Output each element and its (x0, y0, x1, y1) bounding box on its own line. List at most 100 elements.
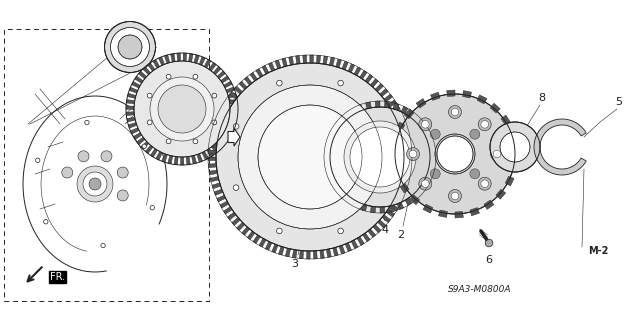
Polygon shape (148, 63, 155, 71)
Circle shape (395, 94, 515, 214)
Circle shape (451, 192, 459, 200)
Circle shape (62, 167, 73, 178)
Polygon shape (386, 210, 395, 217)
Circle shape (350, 127, 410, 187)
Circle shape (338, 228, 344, 234)
Polygon shape (275, 60, 281, 69)
Polygon shape (214, 189, 223, 195)
Polygon shape (463, 91, 472, 98)
Circle shape (84, 120, 89, 125)
Circle shape (44, 219, 48, 224)
Polygon shape (303, 55, 307, 63)
Polygon shape (405, 198, 412, 205)
Polygon shape (427, 170, 434, 176)
Text: 1: 1 (214, 164, 221, 174)
Polygon shape (159, 57, 164, 65)
Polygon shape (404, 160, 412, 164)
Polygon shape (429, 161, 436, 167)
Polygon shape (278, 246, 284, 255)
Polygon shape (208, 164, 216, 168)
Circle shape (485, 239, 493, 247)
Polygon shape (326, 138, 333, 144)
Polygon shape (320, 250, 324, 258)
Polygon shape (225, 97, 234, 105)
Circle shape (409, 150, 417, 158)
Polygon shape (397, 119, 406, 125)
Circle shape (147, 93, 152, 98)
Polygon shape (137, 137, 145, 145)
Polygon shape (126, 112, 134, 116)
Polygon shape (222, 132, 231, 139)
Polygon shape (209, 63, 216, 71)
Polygon shape (404, 109, 414, 119)
Polygon shape (242, 227, 250, 235)
Circle shape (147, 120, 152, 125)
Polygon shape (225, 127, 234, 134)
Circle shape (150, 205, 154, 210)
Polygon shape (428, 143, 435, 148)
Polygon shape (212, 183, 221, 189)
Polygon shape (344, 195, 351, 203)
Polygon shape (360, 70, 367, 79)
Circle shape (89, 178, 101, 190)
Polygon shape (129, 87, 138, 93)
Text: M-2: M-2 (588, 246, 609, 256)
Polygon shape (509, 130, 517, 139)
Polygon shape (403, 167, 412, 171)
Circle shape (77, 166, 113, 202)
Polygon shape (150, 149, 157, 157)
Polygon shape (477, 95, 487, 104)
Circle shape (276, 228, 282, 234)
Polygon shape (218, 109, 227, 116)
Polygon shape (237, 222, 244, 230)
Polygon shape (209, 170, 218, 175)
Polygon shape (219, 137, 227, 145)
Polygon shape (207, 148, 214, 157)
Polygon shape (180, 157, 184, 165)
Polygon shape (211, 129, 220, 134)
Polygon shape (388, 100, 397, 107)
Circle shape (216, 63, 404, 251)
Polygon shape (221, 76, 229, 83)
Text: 4: 4 (381, 225, 388, 235)
Polygon shape (132, 81, 140, 88)
Polygon shape (183, 53, 187, 61)
Polygon shape (227, 122, 236, 128)
Circle shape (478, 118, 491, 131)
Polygon shape (204, 59, 211, 68)
Polygon shape (133, 133, 142, 139)
Polygon shape (228, 93, 237, 98)
Polygon shape (348, 64, 355, 72)
Polygon shape (380, 89, 388, 97)
Polygon shape (127, 93, 136, 98)
Polygon shape (191, 155, 196, 164)
Circle shape (422, 180, 429, 188)
Polygon shape (438, 210, 447, 218)
Polygon shape (131, 128, 139, 134)
Circle shape (430, 169, 440, 179)
Polygon shape (209, 143, 217, 147)
Polygon shape (415, 117, 423, 125)
Polygon shape (177, 53, 180, 61)
Polygon shape (392, 137, 399, 146)
Polygon shape (230, 111, 238, 115)
Circle shape (481, 121, 488, 128)
Polygon shape (416, 99, 426, 108)
Polygon shape (194, 55, 199, 63)
Polygon shape (399, 125, 408, 131)
Polygon shape (399, 183, 409, 193)
Polygon shape (143, 67, 150, 75)
Polygon shape (253, 235, 260, 244)
Polygon shape (234, 86, 243, 94)
Polygon shape (391, 154, 397, 162)
Polygon shape (324, 147, 331, 153)
Polygon shape (393, 103, 399, 110)
Circle shape (101, 151, 112, 162)
Circle shape (381, 123, 387, 129)
Polygon shape (430, 152, 436, 157)
Polygon shape (230, 92, 238, 99)
Polygon shape (272, 244, 278, 253)
Circle shape (276, 80, 282, 86)
Polygon shape (213, 66, 221, 75)
Circle shape (134, 61, 230, 157)
